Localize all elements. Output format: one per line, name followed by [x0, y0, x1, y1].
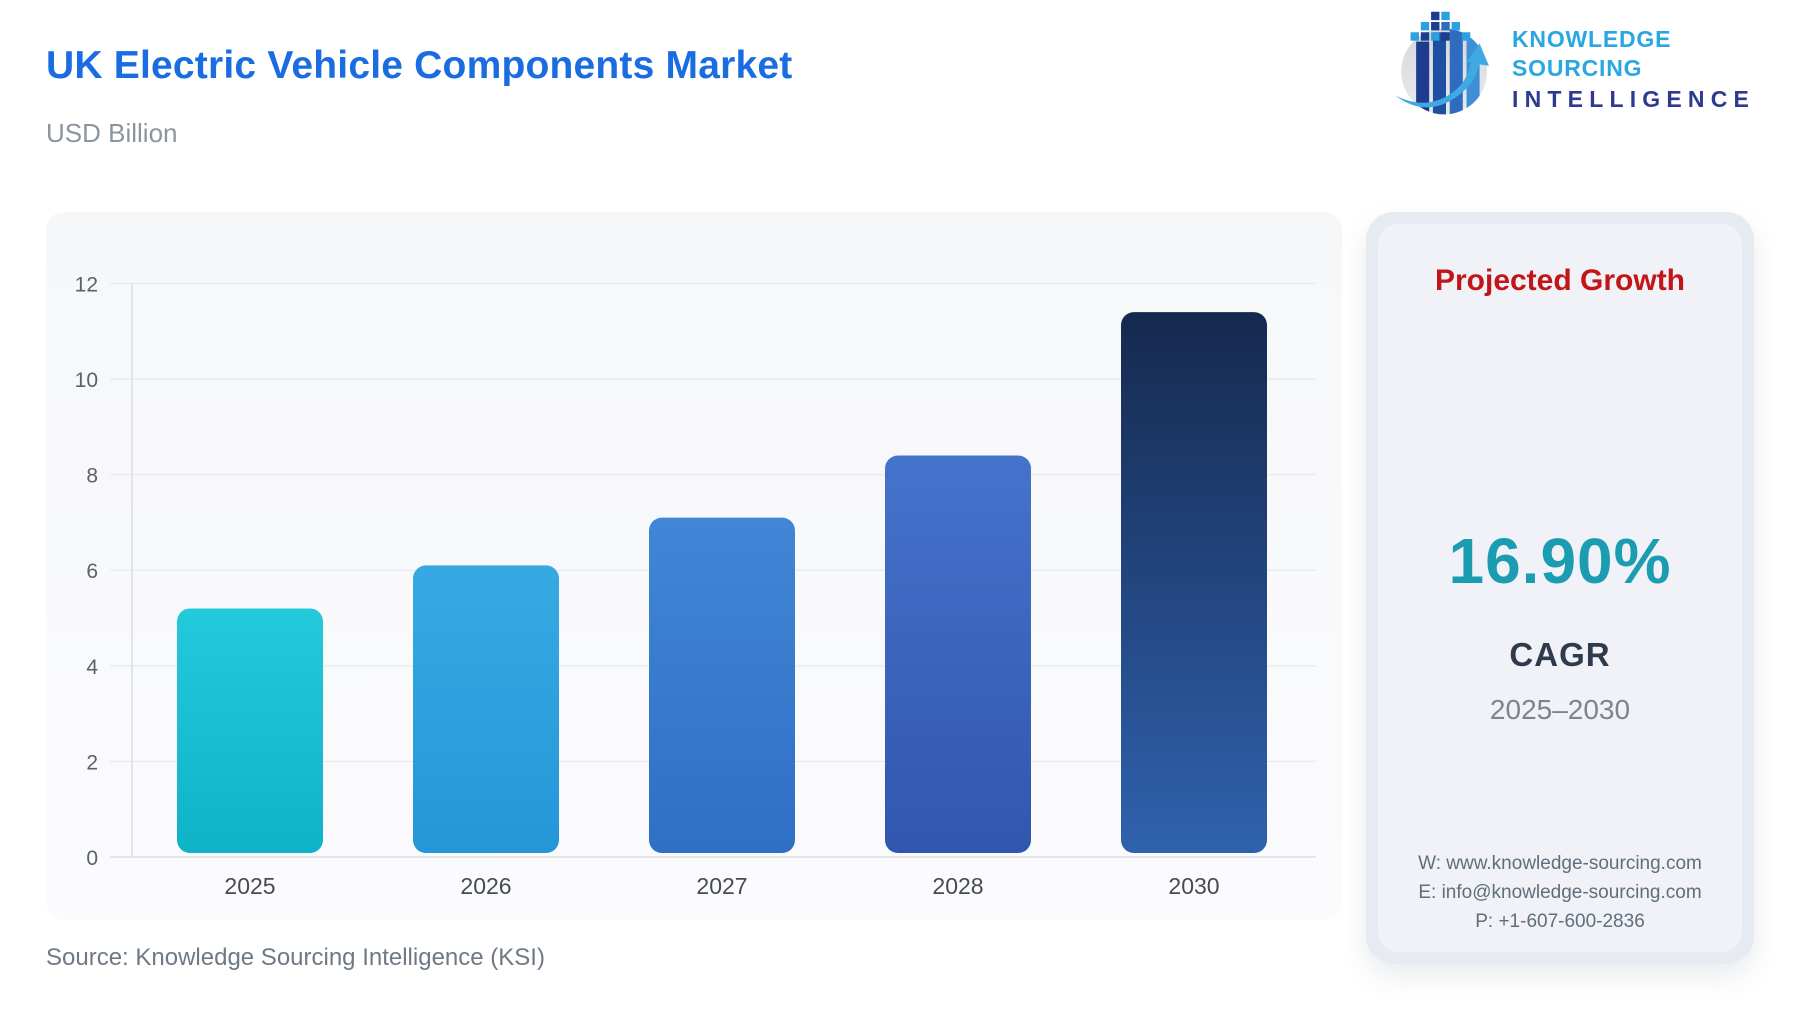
panel-title: Projected Growth [1434, 264, 1686, 297]
company-logo-text: KNOWLEDGE SOURCING INTELLIGENCE [1512, 25, 1800, 113]
x-label-2028: 2028 [932, 873, 983, 899]
cagr-period: 2025–2030 [1489, 694, 1631, 725]
page-title: UK Electric Vehicle Components Market [46, 44, 793, 87]
contact-block: W: www.knowledge-sourcing.com E: info@kn… [1378, 849, 1742, 936]
y-tick-2: 2 [86, 751, 98, 774]
x-label-2026: 2026 [460, 873, 511, 899]
projected-growth-panel: Projected Growth 16.90% CAGR 2025–2030 W… [1366, 212, 1754, 964]
cagr-label: CAGR [1509, 636, 1611, 673]
source-note: Source: Knowledge Sourcing Intelligence … [46, 944, 545, 971]
y-tick-12: 12 [75, 273, 98, 296]
x-label-2025: 2025 [224, 873, 275, 899]
company-logo: KNOWLEDGE SOURCING INTELLIGENCE [1390, 8, 1800, 125]
bar-2030 [1121, 312, 1267, 853]
contact-phone: P: +1-607-600-2836 [1475, 911, 1645, 932]
logo-line-intelligence: INTELLIGENCE [1512, 85, 1756, 112]
y-tick-0: 0 [86, 847, 98, 870]
y-tick-4: 4 [86, 656, 98, 679]
bar-2025 [177, 608, 323, 853]
logo-line-knowledge-sourcing: KNOWLEDGE SOURCING [1512, 26, 1672, 82]
cagr-value: 16.90% [1448, 525, 1672, 597]
x-label-2027: 2027 [696, 873, 747, 899]
chart-card: 0 2 4 6 8 10 12 2025 2026 2027 2028 2030 [46, 212, 1342, 920]
bar-2027 [649, 517, 795, 853]
page-subtitle: USD Billion [46, 118, 178, 148]
y-tick-8: 8 [86, 465, 98, 488]
projected-growth-panel-inner: Projected Growth 16.90% CAGR 2025–2030 W… [1378, 224, 1742, 952]
y-tick-6: 6 [86, 560, 98, 583]
contact-website: W: www.knowledge-sourcing.com [1418, 853, 1702, 874]
bar-chart-svg: 0 2 4 6 8 10 12 2025 2026 2027 2028 2030 [75, 273, 1316, 899]
company-logo-icon [1390, 8, 1502, 125]
contact-email: E: info@knowledge-sourcing.com [1418, 882, 1702, 903]
y-tick-10: 10 [75, 369, 98, 392]
x-label-2030: 2030 [1168, 873, 1219, 899]
bar-2028 [885, 455, 1031, 853]
bar-2026 [413, 565, 559, 853]
